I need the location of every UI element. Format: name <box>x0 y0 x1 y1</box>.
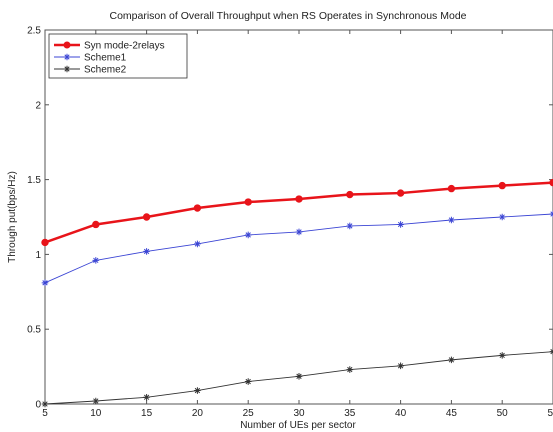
data-point <box>92 397 100 405</box>
y-axis-label: Through put(bps/Hz) <box>7 171 18 263</box>
data-point <box>92 257 100 264</box>
series-2 <box>41 348 553 408</box>
x-tick-label: 35 <box>344 408 356 419</box>
x-tick-label: 25 <box>243 408 255 419</box>
legend-box <box>48 33 188 79</box>
data-point <box>346 190 354 199</box>
data-point <box>295 195 303 203</box>
chart-title: Comparison of Overall Throughput when RS… <box>110 10 467 22</box>
data-point <box>244 231 252 239</box>
series-1 <box>41 210 553 287</box>
data-point <box>498 213 506 221</box>
legend-label: Scheme2 <box>84 65 127 76</box>
y-tick-label: 0.5 <box>27 325 41 336</box>
x-tick-label: 15 <box>141 408 153 419</box>
data-point <box>143 393 150 401</box>
x-tick-label: 5 <box>42 408 48 419</box>
legend-label: Scheme1 <box>84 53 127 64</box>
data-point <box>397 221 404 228</box>
data-point <box>41 279 49 287</box>
x-tick-label: 40 <box>395 408 407 419</box>
data-point <box>143 248 150 255</box>
data-point <box>41 238 49 247</box>
x-axis-label: Number of UEs per sector <box>240 420 356 431</box>
data-point <box>396 189 405 197</box>
data-point <box>244 198 252 206</box>
legend-label: Syn mode-2relays <box>84 41 165 52</box>
data-point <box>142 213 151 221</box>
data-point <box>193 204 202 212</box>
y-tick-label: 2 <box>35 100 41 111</box>
x-tick-label: 20 <box>192 408 204 419</box>
x-tick-label: 45 <box>446 408 458 419</box>
x-tick-label: 30 <box>293 408 305 419</box>
axis-ticks: 5 10 15 20 25 30 35 40 45 50 55 0 0.5 1 1.5 2 2.5 <box>27 26 553 419</box>
x-tick-label: 55 <box>547 408 553 419</box>
y-tick-label: 1 <box>35 250 41 261</box>
y-tick-label: 2.5 <box>27 26 41 37</box>
data-point <box>194 240 201 248</box>
data-point <box>498 181 506 190</box>
data-point <box>397 362 404 370</box>
data-point <box>346 222 354 230</box>
data-point <box>498 352 506 359</box>
x-tick-label: 50 <box>497 408 509 419</box>
series-layer <box>41 178 553 408</box>
data-point <box>244 378 252 385</box>
x-tick-label: 10 <box>90 408 102 419</box>
y-tick-label: 1.5 <box>27 175 41 186</box>
y-tick-label: 0 <box>35 400 41 411</box>
data-point <box>295 373 303 380</box>
legend-marker <box>63 53 71 61</box>
data-point <box>41 400 49 408</box>
data-point <box>346 366 354 373</box>
data-point <box>295 228 303 236</box>
data-point <box>194 387 201 394</box>
data-point <box>448 216 455 224</box>
legend-marker <box>63 65 71 73</box>
data-point <box>448 356 455 364</box>
data-point <box>447 184 456 193</box>
series-0 <box>41 178 553 247</box>
plot-area <box>44 29 553 405</box>
data-point <box>92 220 100 229</box>
legend-marker <box>63 41 71 49</box>
